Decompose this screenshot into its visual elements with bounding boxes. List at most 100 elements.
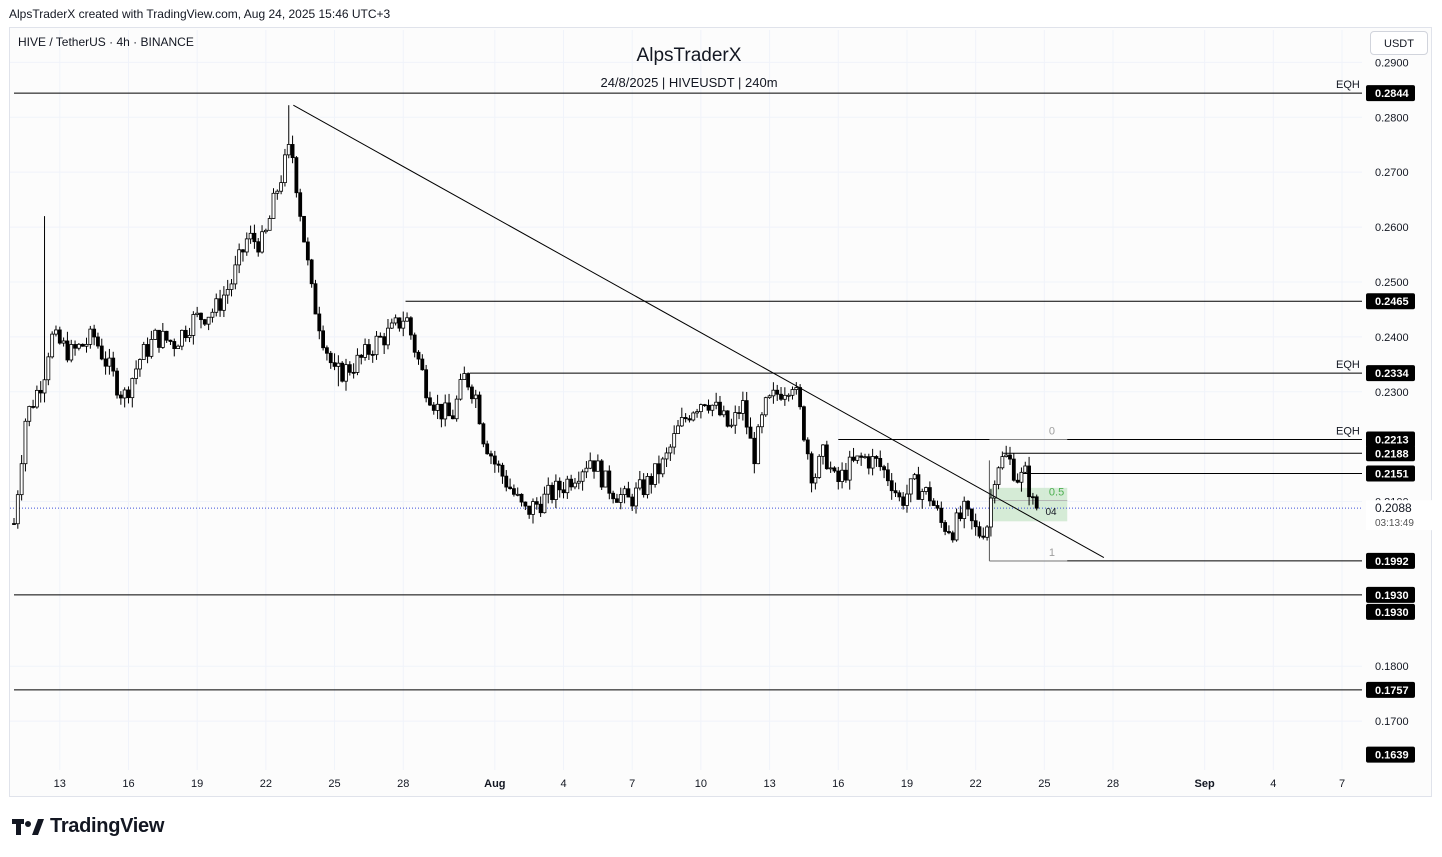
- candle: [557, 477, 562, 498]
- extra-price-label: 0.1639: [1375, 750, 1409, 762]
- candle-body: [130, 378, 135, 399]
- candle: [439, 403, 444, 428]
- candle: [443, 394, 448, 427]
- candle-body: [256, 241, 261, 253]
- candle-body: [802, 406, 806, 441]
- candle: [138, 358, 142, 377]
- candle: [637, 470, 642, 491]
- candle: [851, 447, 856, 463]
- candle: [405, 312, 409, 322]
- x-tick-label: 4: [1270, 778, 1276, 790]
- candle-body: [183, 329, 188, 339]
- candle: [512, 484, 516, 497]
- candle: [12, 517, 16, 525]
- candle-body: [805, 439, 810, 455]
- candle: [153, 328, 158, 340]
- current-price-countdown: 03:13:49: [1375, 518, 1414, 529]
- candle: [424, 364, 429, 403]
- candle: [790, 386, 795, 400]
- candle-body: [96, 336, 100, 347]
- candle: [176, 344, 180, 349]
- candle-body: [813, 477, 818, 484]
- candle-body: [595, 460, 600, 472]
- candles: [12, 105, 1039, 543]
- candle-body: [489, 453, 493, 457]
- candle: [481, 422, 486, 448]
- x-tick-label: 22: [970, 778, 982, 790]
- candle-body: [729, 424, 734, 427]
- candle: [844, 463, 848, 483]
- candle: [279, 175, 284, 195]
- fib-level-label: 0.5: [1049, 486, 1064, 498]
- candle-body: [336, 362, 341, 367]
- candle-body: [458, 379, 463, 400]
- candle: [927, 481, 932, 507]
- candle-body: [160, 330, 165, 348]
- candle: [653, 463, 658, 488]
- candle-body: [553, 480, 558, 500]
- fib-level-label: 1: [1049, 547, 1055, 559]
- candle-body: [50, 333, 55, 358]
- candle: [546, 477, 551, 504]
- candle-body: [237, 249, 242, 266]
- candle-body: [683, 417, 688, 420]
- candle-body: [851, 456, 856, 461]
- candle-body: [84, 343, 89, 347]
- currency-button[interactable]: USDT: [1370, 31, 1428, 55]
- candle-body: [260, 231, 264, 253]
- candle: [721, 405, 726, 418]
- candle-body: [233, 264, 238, 285]
- candle: [496, 460, 501, 473]
- candle: [99, 338, 104, 361]
- candle: [27, 405, 32, 427]
- candle-body: [615, 498, 619, 503]
- candle: [65, 331, 70, 363]
- candle: [69, 339, 74, 363]
- candle-body: [1030, 496, 1035, 499]
- candle: [817, 454, 822, 479]
- candle: [160, 322, 165, 349]
- candle: [145, 337, 150, 364]
- candle-body: [344, 364, 348, 382]
- candle-body: [485, 443, 490, 455]
- candle: [687, 415, 692, 423]
- tradingview-logo[interactable]: TradingView: [12, 815, 164, 838]
- candle: [325, 345, 329, 361]
- candle-body: [477, 394, 482, 425]
- candle: [561, 481, 566, 499]
- candle-body: [252, 232, 257, 243]
- candle: [454, 395, 459, 422]
- candle-body: [927, 487, 932, 502]
- symbol-info: HIVE / TetherUS · 4h · BINANCE: [18, 35, 194, 49]
- x-tick-label: Aug: [484, 778, 505, 790]
- level-price-label-box: [1366, 85, 1415, 102]
- candle-body: [653, 463, 658, 485]
- candle: [92, 324, 97, 346]
- fib-annotation: 04: [1045, 507, 1057, 518]
- candle: [989, 489, 993, 537]
- candle: [363, 338, 367, 361]
- candle-body: [500, 464, 505, 477]
- candle-body: [679, 417, 684, 427]
- candle-body: [141, 344, 146, 360]
- candle: [950, 530, 955, 543]
- candle: [828, 461, 833, 473]
- candle: [115, 367, 119, 399]
- candle-body: [844, 469, 848, 481]
- candle-body: [676, 425, 680, 434]
- candle: [710, 404, 715, 417]
- candle-body: [657, 463, 661, 475]
- candle-body: [61, 340, 66, 344]
- candle: [195, 306, 200, 318]
- candle-body: [687, 418, 692, 421]
- current-price-box: [1366, 500, 1436, 531]
- candle: [595, 454, 600, 472]
- candle-body: [603, 470, 608, 488]
- candle-body: [557, 480, 562, 491]
- candle-body: [756, 426, 761, 465]
- candle: [885, 462, 890, 487]
- candle-body: [637, 479, 642, 489]
- candle-body: [466, 373, 471, 388]
- candle: [985, 525, 990, 541]
